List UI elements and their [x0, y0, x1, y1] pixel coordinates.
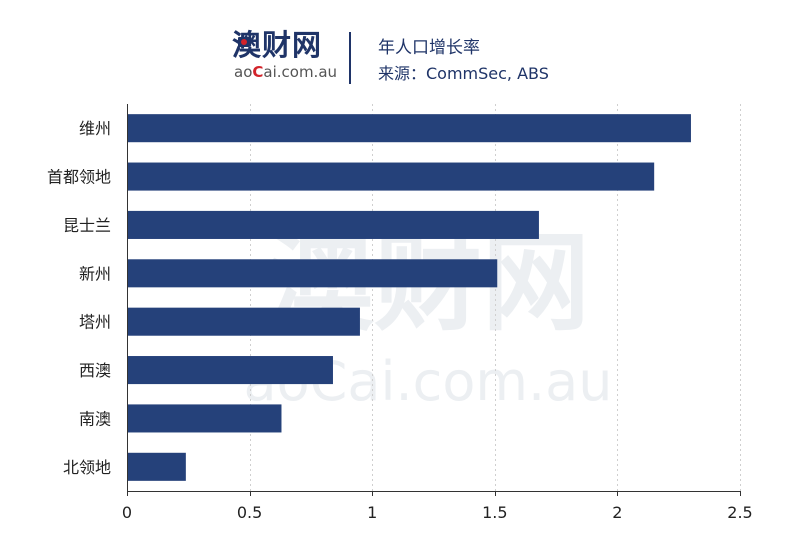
- bar: [128, 114, 691, 143]
- logo-en-suffix: ai.com.au: [263, 63, 338, 81]
- x-tick-label: 1.5: [482, 503, 507, 522]
- chart-header: 澳财网 aoCai.com.au 年人口增长率 来源：CommSec, ABS: [0, 0, 800, 95]
- bar: [128, 210, 539, 239]
- category-label: 昆士兰: [63, 216, 111, 235]
- x-tick-label: 0: [122, 503, 132, 522]
- x-tick-label: 2.5: [727, 503, 752, 522]
- logo-english: aoCai.com.au: [234, 63, 337, 81]
- bar: [128, 356, 333, 385]
- category-label: 维州: [79, 119, 111, 138]
- bars: [128, 114, 691, 481]
- chart-source: 来源：CommSec, ABS: [378, 64, 549, 83]
- header-divider: [349, 32, 351, 84]
- category-label: 西澳: [79, 361, 111, 380]
- bar: [128, 259, 498, 288]
- x-tick-label: 1: [367, 503, 377, 522]
- bar: [128, 307, 360, 336]
- logo-en-prefix: ao: [234, 63, 253, 81]
- category-label: 北领地: [63, 458, 111, 477]
- x-tick-label: 0.5: [237, 503, 262, 522]
- category-label: 塔州: [79, 313, 111, 332]
- bar: [128, 452, 186, 481]
- category-label: 南澳: [79, 409, 111, 428]
- bar: [128, 162, 655, 191]
- logo-en-c: C: [252, 63, 264, 81]
- x-axis-ticks: 0 0.5 1 1.5 2 2.5: [122, 491, 753, 522]
- chart-title: 年人口增长率: [378, 38, 480, 58]
- flag-icon: [238, 37, 250, 47]
- category-label: 新州: [79, 264, 111, 283]
- bar: [128, 404, 282, 433]
- category-label: 首都领地: [47, 168, 111, 187]
- x-tick-label: 2: [612, 503, 622, 522]
